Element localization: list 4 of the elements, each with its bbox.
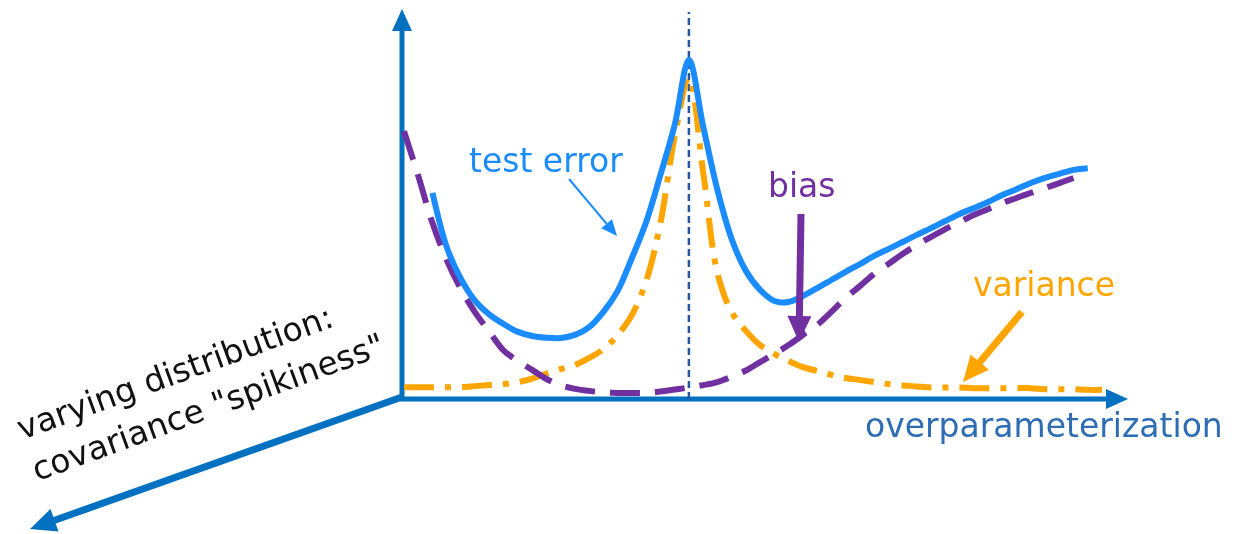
text: variance	[973, 265, 1116, 304]
series-label: test error	[469, 141, 624, 180]
text: bias	[768, 166, 836, 205]
x-axis-title: overparameterization	[865, 406, 1223, 445]
